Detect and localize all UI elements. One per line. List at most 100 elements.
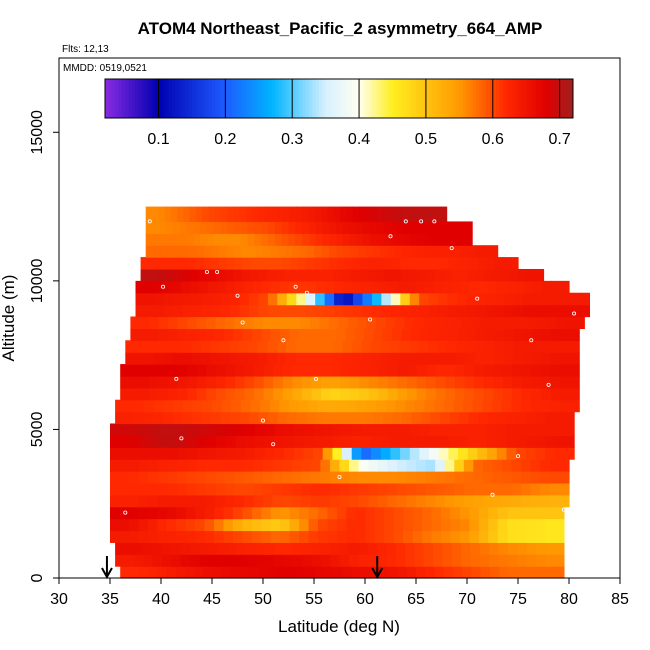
heatmap-cell [110,459,121,472]
heatmap-cell [172,257,181,270]
heatmap-cell [302,221,310,234]
heatmap-cell [153,411,164,425]
heatmap-cell [431,530,442,543]
heatmap-cell [431,506,442,520]
heatmap-cell [484,340,495,353]
heatmap-cell [248,245,257,258]
heatmap-cell [305,304,316,318]
heatmap-cell [346,518,357,532]
heatmap-cell [258,566,269,579]
flight-marker [215,269,220,274]
y-axis-label: Altitude (m) [0,275,18,362]
colorbar-swatch [168,79,173,118]
heatmap-cell [274,221,283,234]
heatmap-cell [535,554,546,567]
heatmap-cell [453,399,464,413]
heatmap-cell [466,304,477,318]
heatmap-cell [163,352,174,365]
heatmap-cell [435,471,446,484]
colorbar-swatch [262,79,266,118]
heatmap-cell [158,206,166,223]
heatmap-cell [320,494,331,508]
flight-marker [546,382,551,387]
heatmap-cell [168,435,179,448]
heatmap-cell [387,494,398,508]
heatmap-cell [482,245,491,258]
heatmap-cell [180,542,191,555]
colorbar-swatch [211,79,216,118]
colorbar-swatch [201,79,206,118]
heatmap-cell [404,554,415,567]
heatmap-cell [393,506,404,520]
heatmap-cell [286,566,297,579]
heatmap-cell [446,352,457,365]
flight-marker [419,219,424,224]
heatmap-cell [258,206,266,223]
heatmap-cell [124,542,135,555]
heatmap-cell [426,387,437,401]
heatmap-cell [540,459,551,472]
heatmap-cell [310,459,321,472]
heatmap-cell [240,233,249,246]
heatmap-cell [301,459,312,472]
heatmap-cell [245,423,256,436]
heatmap-cell [115,554,126,567]
heatmap-cell [336,221,344,234]
heatmap-cell [550,280,561,294]
colorbar-swatch [529,79,534,118]
heatmap-cell [438,304,449,318]
colorbar-swatch [151,79,156,118]
colorbar-swatch [546,79,551,118]
heatmap-cell [454,459,465,472]
heatmap-cell [219,340,230,353]
heatmap-cell [387,471,398,484]
colorbar-swatch [372,79,377,118]
heatmap-cell [189,542,200,555]
heatmap-cell [502,375,513,389]
colorbar-swatch [536,79,541,118]
heatmap-cell [157,268,167,282]
heatmap-cell [316,280,326,294]
x-tick-label: 65 [407,591,425,608]
heatmap-cell [128,530,139,543]
heatmap-cell [302,542,313,555]
heatmap-cell [450,530,461,543]
heatmap-cell [234,459,245,472]
heatmap-cell [390,435,401,448]
flight-marker [123,510,128,515]
heatmap-cell [387,364,399,377]
heatmap-cell [129,459,140,472]
heatmap-cell [486,257,496,270]
heatmap-cell [253,471,264,484]
heatmap-cell [292,554,303,567]
heatmap-cell [330,387,341,401]
heatmap-cell [425,482,436,496]
heatmap-cell [220,292,231,306]
heatmap-cell [512,375,523,389]
heatmap-cell [403,530,414,543]
colorbar-swatch [295,79,300,118]
heatmap-cell [295,566,306,579]
heatmap-cell [397,280,408,294]
heatmap-cell [220,304,231,318]
heatmap-cell [425,566,436,579]
flight-marker [271,442,276,447]
heatmap-cell [213,221,222,234]
heatmap-cell [152,554,163,567]
heatmap-cell [336,328,347,341]
heatmap-cell [168,364,179,377]
flight-marker [174,376,179,381]
heatmap-cell [306,245,315,258]
heatmap-cell [407,257,417,270]
heatmap-cell [377,482,388,496]
heatmap-cell [110,471,121,484]
heatmap-cell [540,482,551,496]
heatmap-cell [483,375,494,389]
heatmap-cell [516,423,527,436]
heatmap-cell [138,518,149,532]
heatmap-cell [530,471,541,484]
heatmap-cell [460,280,471,294]
heatmap-cell [367,542,378,555]
heatmap-cell [264,447,275,460]
heatmap-cell [397,221,405,234]
